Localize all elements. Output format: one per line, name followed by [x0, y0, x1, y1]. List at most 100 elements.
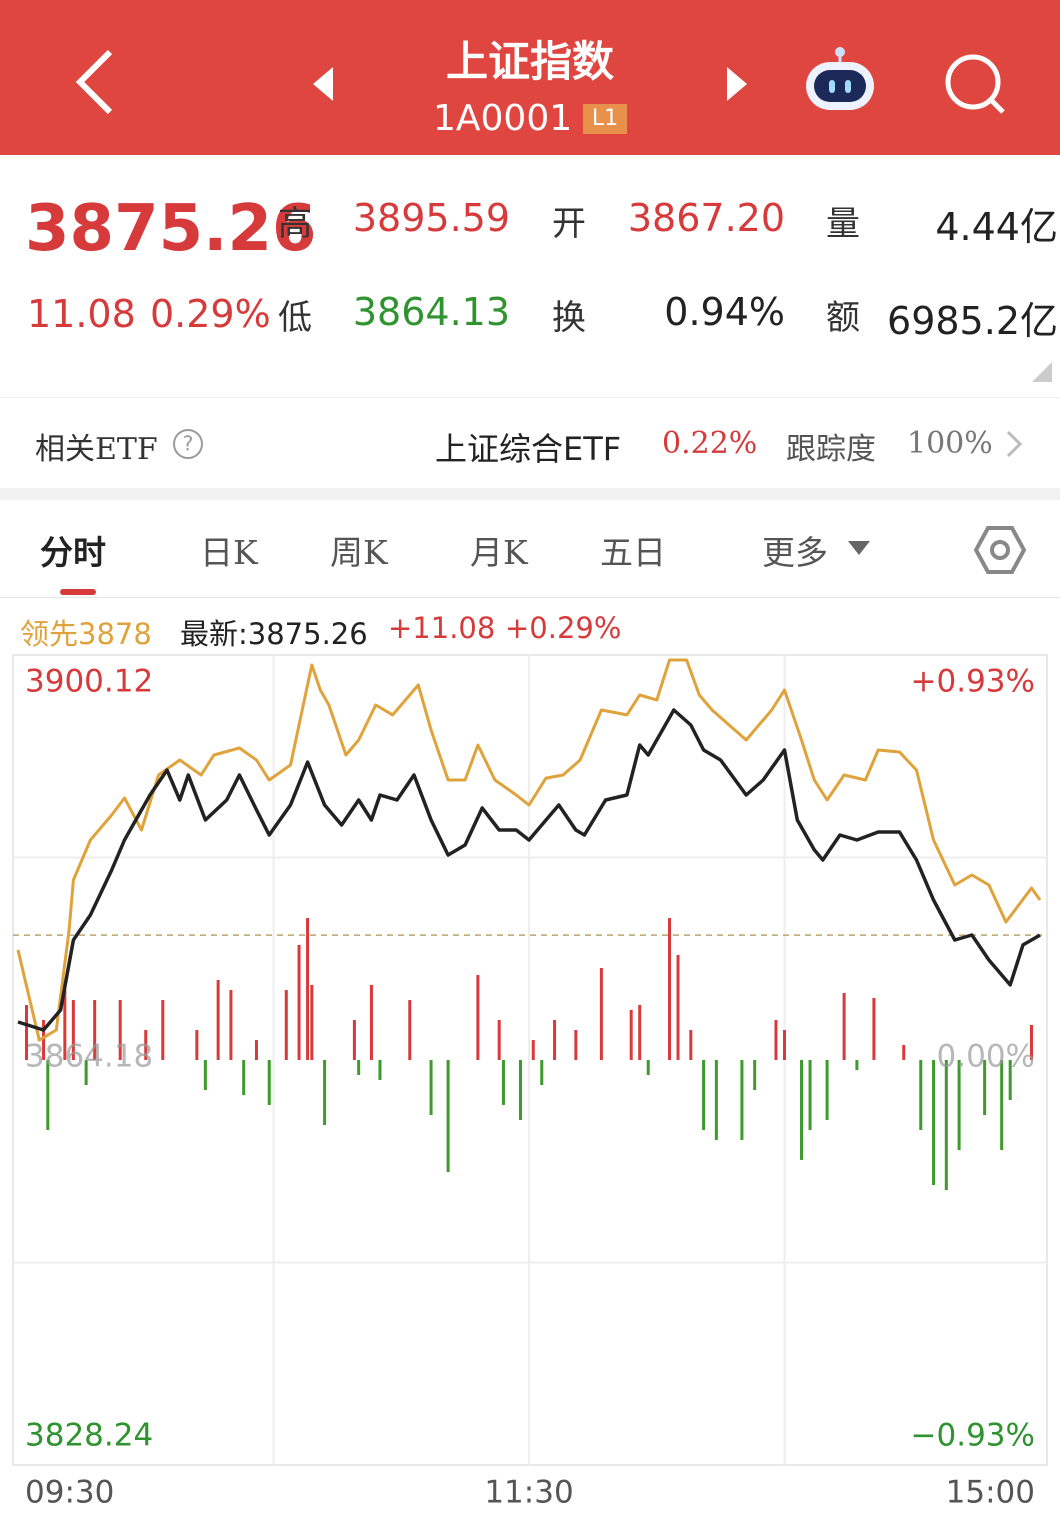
- flow-bar: [531, 1040, 535, 1060]
- flow-bar: [783, 1030, 786, 1060]
- flow-bar: [476, 975, 480, 1060]
- flow-bar: [378, 1060, 382, 1080]
- tab[interactable]: 月K: [470, 533, 528, 572]
- field-value: 3895.59: [352, 196, 510, 240]
- legend-change: +11.08: [388, 611, 496, 645]
- x-tick-label: 11:30: [484, 1475, 573, 1511]
- y2-tick-label: +0.93%: [911, 664, 1035, 700]
- section-gap: [0, 488, 1060, 500]
- flow-bar: [203, 1060, 207, 1090]
- tab[interactable]: 日K: [200, 533, 258, 572]
- etf-name[interactable]: 上证综合ETF: [435, 430, 622, 468]
- price: 3875.26: [25, 192, 317, 266]
- price-line: [17, 708, 1041, 1032]
- flow-bar: [63, 990, 67, 1060]
- flow-bar: [540, 1060, 544, 1086]
- flow-bar: [408, 1000, 412, 1060]
- tab[interactable]: 更多: [762, 533, 828, 572]
- y2-tick-label: −0.93%: [911, 1418, 1035, 1454]
- field-label: 低: [278, 298, 312, 338]
- flow-bar: [267, 1060, 271, 1105]
- field-value: 4.44亿: [935, 205, 1058, 249]
- tab[interactable]: 分时: [40, 533, 106, 572]
- settings-button[interactable]: [974, 524, 1026, 576]
- chevron[interactable]: [1002, 428, 1026, 460]
- flow-bar: [195, 1030, 199, 1060]
- flow-bar: [944, 1060, 948, 1191]
- assistant-icon[interactable]: [806, 47, 874, 110]
- flow-bar: [297, 944, 301, 1060]
- field-label: 开: [552, 204, 586, 244]
- field-label: 量: [826, 204, 860, 244]
- field-label: 换: [552, 298, 586, 338]
- help-icon[interactable]: ?: [172, 428, 204, 460]
- tab-indicator: [60, 589, 96, 595]
- flow-bar: [842, 992, 846, 1060]
- legend-latest: 最新:3875.26: [180, 617, 368, 651]
- flow-bar: [323, 1060, 327, 1126]
- flow-bar: [702, 1060, 706, 1130]
- flow-bar: [800, 1060, 804, 1160]
- title: 上证指数: [445, 37, 614, 86]
- flow-bar: [357, 1060, 361, 1075]
- flow-bar: [446, 1060, 450, 1173]
- flow-bar: [144, 1030, 148, 1060]
- back-button[interactable]: [75, 49, 113, 115]
- flow-bar: [553, 1019, 557, 1060]
- flow-bar: [369, 984, 373, 1060]
- header-icons: [75, 47, 1005, 115]
- tab[interactable]: 五日: [600, 533, 666, 572]
- tracking-label: 跟踪度: [786, 432, 876, 467]
- y-tick-label: 3864.18: [25, 1039, 153, 1075]
- etf-change: 0.22%: [662, 426, 758, 461]
- flow-bar: [429, 1060, 433, 1115]
- y-tick-label: 3900.12: [25, 664, 153, 700]
- flow-bar: [753, 1060, 757, 1090]
- flow-bar: [872, 998, 876, 1060]
- flow-bar: [983, 1060, 987, 1115]
- flow-bar: [84, 1060, 88, 1086]
- flow-bar: [774, 1019, 778, 1060]
- flow-bar: [284, 990, 288, 1060]
- svg-text:?: ?: [183, 432, 194, 456]
- legend-change-pct: +0.29%: [505, 611, 622, 645]
- field-value: 3864.13: [352, 290, 510, 334]
- flow-bar: [599, 968, 603, 1060]
- next-button[interactable]: [727, 67, 747, 101]
- flow-bar: [957, 1060, 961, 1151]
- flow-bar: [1008, 1060, 1012, 1101]
- flow-bar: [855, 1060, 859, 1071]
- flow-bar: [306, 918, 310, 1060]
- flow-bar: [676, 954, 680, 1060]
- flow-bar: [46, 1060, 50, 1130]
- flow-bar: [352, 1019, 356, 1060]
- flow-bar: [629, 1009, 633, 1060]
- prev-button[interactable]: [313, 67, 333, 101]
- flow-bar: [42, 1019, 46, 1060]
- flow-bar: [714, 1060, 718, 1141]
- code: 1A0001: [433, 98, 573, 139]
- flow-bar: [93, 1000, 97, 1060]
- change: 11.08: [27, 292, 136, 336]
- x-tick-label: 09:30: [25, 1475, 114, 1511]
- flow-bar: [242, 1060, 246, 1096]
- flow-bar: [310, 984, 314, 1060]
- tab[interactable]: 周K: [330, 533, 388, 572]
- flow-bar: [574, 1030, 578, 1060]
- flow-bar: [216, 979, 220, 1060]
- flow-bar: [254, 1040, 258, 1060]
- expand-corner[interactable]: [1030, 362, 1052, 384]
- dropdown-arrow[interactable]: [846, 538, 872, 558]
- flow-bar: [825, 1060, 829, 1120]
- flow-bar: [161, 1000, 165, 1060]
- flow-bar: [518, 1060, 522, 1120]
- search-button[interactable]: [945, 54, 1005, 114]
- header-bar: 上证指数 1A0001 L1: [0, 0, 1060, 155]
- flow-bar: [501, 1060, 505, 1105]
- flow-bar: [229, 990, 233, 1060]
- flow-bar: [668, 918, 672, 1060]
- field-value: 0.94%: [664, 290, 785, 334]
